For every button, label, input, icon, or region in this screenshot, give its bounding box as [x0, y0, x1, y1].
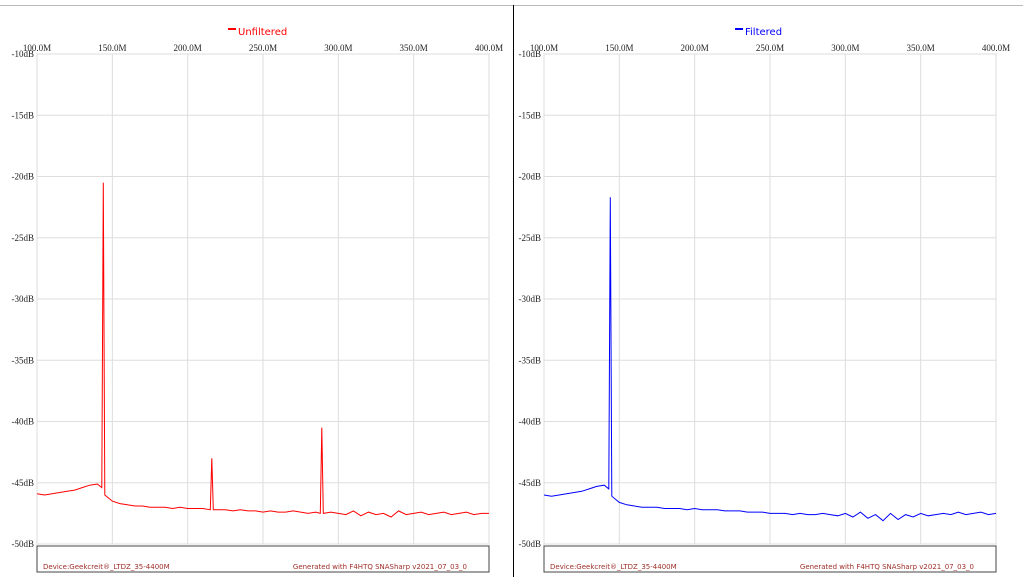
- x-tick-label: 200.0M: [681, 43, 709, 53]
- y-tick-label: -20dB: [519, 172, 542, 182]
- x-tick-label: 350.0M: [400, 43, 428, 53]
- y-tick-label: -30dB: [519, 294, 542, 304]
- y-tick-label: -10dB: [519, 49, 542, 59]
- x-tick-label: 100.0M: [23, 43, 51, 53]
- x-tick-label: 250.0M: [756, 43, 784, 53]
- footer-box: [36, 545, 490, 573]
- legend-label: Unfiltered: [238, 27, 287, 38]
- x-tick-label: 400.0M: [475, 43, 503, 53]
- footer-box: [543, 545, 997, 573]
- device-label: Device:Geekcreit®_LTDZ_35-4400M: [550, 563, 677, 571]
- generator-label: Generated with F4HTQ SNASharp v2021_07_0…: [800, 563, 974, 571]
- y-tick-label: -35dB: [519, 355, 542, 365]
- x-tick-label: 300.0M: [831, 43, 859, 53]
- y-tick-label: -40dB: [12, 417, 35, 427]
- y-tick-label: -15dB: [12, 110, 35, 120]
- series-line: [36, 182, 489, 518]
- y-tick-label: -20dB: [12, 172, 35, 182]
- y-tick-label: -30dB: [12, 294, 35, 304]
- y-tick-label: -25dB: [519, 233, 542, 243]
- generator-label: Generated with F4HTQ SNASharp v2021_07_0…: [293, 563, 467, 571]
- y-tick-label: -40dB: [519, 417, 542, 427]
- y-tick-label: -50dB: [12, 539, 35, 549]
- x-tick-label: 200.0M: [174, 43, 202, 53]
- legend-label: Filtered: [745, 27, 782, 38]
- series-line: [543, 197, 997, 522]
- x-tick-label: 150.0M: [98, 43, 126, 53]
- y-tick-label: -10dB: [12, 49, 35, 59]
- device-label: Device:Geekcreit®_LTDZ_35-4400M: [43, 563, 170, 571]
- y-tick-label: -50dB: [519, 539, 542, 549]
- y-tick-label: -15dB: [519, 110, 542, 120]
- y-tick-label: -35dB: [12, 355, 35, 365]
- x-tick-label: 350.0M: [907, 43, 935, 53]
- x-tick-label: 150.0M: [605, 43, 633, 53]
- x-tick-label: 250.0M: [249, 43, 277, 53]
- y-tick-label: -45dB: [12, 478, 35, 488]
- y-tick-label: -45dB: [519, 478, 542, 488]
- x-tick-label: 100.0M: [530, 43, 558, 53]
- y-tick-label: -25dB: [12, 233, 35, 243]
- x-tick-label: 300.0M: [324, 43, 352, 53]
- x-tick-label: 400.0M: [982, 43, 1010, 53]
